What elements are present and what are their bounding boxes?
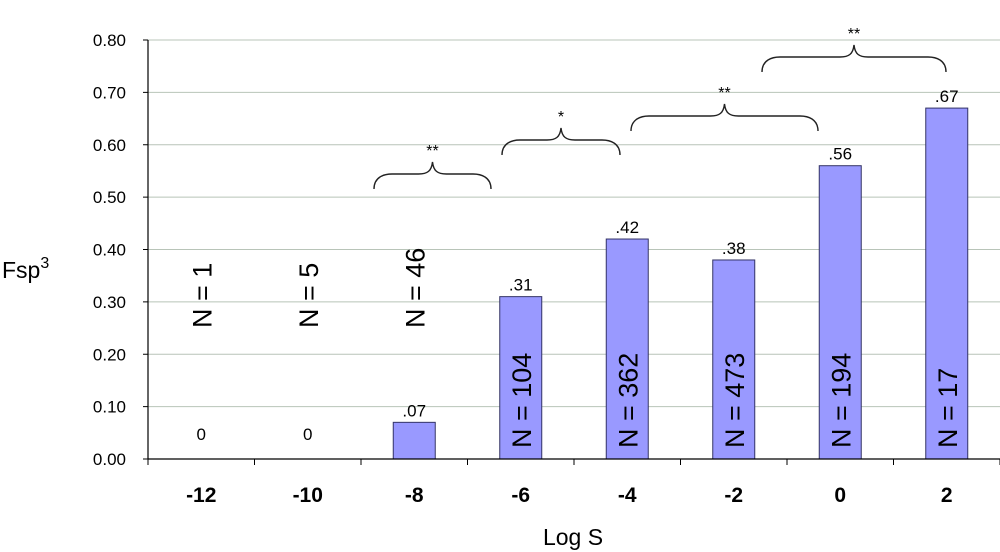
data-label: .07 [402,401,426,420]
y-tick-label: 0.10 [93,398,126,417]
x-tick-label: -6 [511,484,530,507]
bars [392,107,969,460]
x-tick-label: 0 [834,484,846,507]
axes [147,40,1000,465]
data-label: .42 [615,218,639,237]
n-label: N = 104 [507,353,537,448]
n-label: N = 1 [187,263,217,328]
significance-label: ** [718,85,730,102]
significance-label: * [558,109,564,126]
y-tick-label: 0.60 [93,136,126,155]
significance-brace [630,103,819,132]
y-tick-label: 0.00 [93,450,126,469]
n-label: N = 362 [613,353,643,448]
data-label: .38 [722,239,746,258]
data-labels: 0 0 .07 .31 .42 .38 .56 .67 [197,87,959,444]
data-label: 0 [197,425,206,444]
y-tick-label: 0.70 [93,83,126,102]
bar [712,259,756,460]
y-tick-label: 0.50 [93,188,126,207]
x-tick-label: 2 [941,484,953,507]
y-axis-title-main: Fsp [2,257,40,283]
significance-label: ** [848,26,860,43]
significance-brackets: ******* [373,26,947,190]
x-tick-label: -2 [724,484,743,507]
significance-label: ** [426,143,438,160]
n-label: N = 5 [294,263,324,328]
y-tick-label: 0.20 [93,345,126,364]
x-tick-labels: -12 -10 -8 -6 -4 -2 0 2 [186,484,953,507]
bar [605,238,649,460]
bar [818,165,862,460]
n-label: N = 194 [826,353,856,448]
y-tick-label: 0.40 [93,241,126,260]
y-tick-label: 0.30 [93,293,126,312]
y-axis-title-sup: 3 [40,255,49,272]
x-tick-label: -12 [186,484,216,507]
data-label: .56 [828,145,852,164]
gridlines [148,39,1000,408]
data-label: 0 [303,425,312,444]
y-tick-label: 0.80 [93,31,126,50]
y-axis-title: Fsp3 [2,255,49,283]
n-label: N = 46 [400,248,430,328]
data-label: .67 [935,87,959,106]
y-tick-labels: 0.00 0.10 0.20 0.30 0.40 0.50 0.60 0.70 0.80 [93,31,148,469]
data-label: .31 [509,276,533,295]
x-axis-title: Log S [543,524,603,550]
n-label: N = 473 [720,353,750,448]
significance-brace [373,161,492,190]
bar [925,107,969,460]
n-labels: N = 1 N = 5 N = 46 N = 104 N = 362 N = 473 N =… [187,248,963,448]
x-tick-label: -8 [405,484,424,507]
bar [499,296,543,460]
significance-brace [761,44,947,73]
x-tick-label: -4 [618,484,637,507]
bar [392,421,436,460]
x-tick-label: -10 [293,484,323,507]
n-label: N = 17 [933,368,963,448]
significance-brace [501,127,621,156]
